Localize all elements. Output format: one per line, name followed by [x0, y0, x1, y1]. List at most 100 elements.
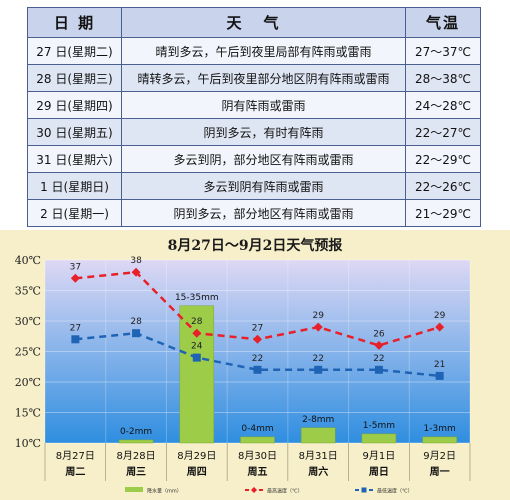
legend-label: 降水量（mm） [147, 488, 182, 495]
table-row: 1 日(星期日) 多云到阴有阵雨或雷雨 22～26℃ [27, 172, 481, 200]
legend-label: 最低温度（℃） [377, 488, 413, 495]
rain-label: 15-35mm [175, 293, 219, 303]
series-point [192, 328, 202, 338]
row-weather: 多云到阴，部分地区有阵雨或雷雨 [121, 145, 406, 173]
row-temperature: 27～37℃ [405, 37, 481, 65]
rain-bar [300, 427, 336, 444]
series-point [192, 353, 201, 362]
y-tick-label: 40℃ [15, 254, 41, 267]
x-tick-weekday: 周六 [308, 465, 328, 478]
data-label: 27 [70, 323, 81, 333]
rain-bar [240, 436, 275, 444]
table-row: 28 日(星期三) 晴转多云，午后到夜里部分地区阴有阵雨或雷雨 28～38℃ [27, 64, 481, 92]
series-point [435, 322, 445, 332]
series-point [253, 334, 262, 344]
data-label: 29 [434, 311, 446, 321]
forecast-chart: 8月27日～9月2日天气预报 0-2mm 15-35mm 0-4mm 2-8mm 1-5… [0, 230, 510, 500]
row-weather: 阴到多云，有时有阵雨 [121, 118, 406, 146]
table-row: 30 日(星期五) 阴到多云，有时有阵雨 22～27℃ [27, 118, 481, 146]
rain-label: 0-2mm [120, 427, 152, 437]
data-label: 28 [191, 317, 203, 327]
rain-label: 2-8mm [302, 415, 334, 425]
y-axis-ticks: 10℃ 15℃ 20℃ 25℃ 30℃ 35℃ 40℃ [15, 254, 41, 450]
grid-lines [44, 259, 471, 444]
rain-bar [422, 436, 457, 444]
rain-labels: 0-2mm 15-35mm 0-4mm 2-8mm 1-5mm 1-3mm [120, 293, 456, 437]
x-tick-weekday: 周四 [187, 466, 207, 478]
y-tick-label: 25℃ [15, 346, 41, 359]
data-label: 26 [373, 329, 385, 339]
legend-marker [361, 487, 367, 493]
series-point [132, 329, 141, 338]
series-point [374, 340, 384, 350]
data-label: 21 [434, 360, 445, 370]
legend-marker [251, 487, 257, 493]
x-tick-label: 8月31日 [299, 450, 338, 462]
header-weather: 天气 [121, 7, 406, 38]
row-date: 29 日(星期四) [27, 91, 122, 119]
forecast-table: 日 期 天气 气温 27 日(星期二) 晴到多云，午后到夜里局部有阵雨或雷雨 2… [27, 7, 481, 227]
row-date: 2 日(星期一) [27, 199, 122, 227]
data-label: 24 [191, 342, 203, 352]
x-tick-label: 8月29日 [177, 450, 216, 462]
row-weather: 阴到多云，部分地区有阵雨或雷雨 [121, 199, 406, 227]
table-header-row: 日 期 天气 气温 [27, 7, 481, 38]
row-temperature: 21～29℃ [405, 199, 481, 227]
row-temperature: 22～27℃ [405, 118, 481, 146]
rain-label: 0-4mm [241, 424, 273, 434]
row-date: 30 日(星期五) [27, 118, 122, 146]
data-label: 22 [252, 354, 263, 364]
table-row: 2 日(星期一) 阴到多云，部分地区有阵雨或雷雨 21～29℃ [27, 199, 481, 227]
series-point [71, 335, 80, 344]
data-label: 37 [70, 262, 81, 272]
x-tick-weekday: 周日 [369, 466, 389, 478]
y-tick-label: 10℃ [15, 437, 41, 450]
y-tick-label: 20℃ [15, 376, 41, 389]
rain-label: 1-5mm [363, 421, 395, 431]
row-temperature: 22～26℃ [405, 172, 481, 200]
row-weather: 多云到阴有阵雨或雷雨 [121, 172, 406, 200]
chart-title: 8月27日～9月2日天气预报 [168, 237, 343, 254]
series-point [70, 273, 80, 283]
row-weather: 阴有阵雨或雷雨 [121, 91, 406, 119]
row-temperature: 28～38℃ [405, 64, 481, 92]
y-tick-label: 35℃ [15, 285, 41, 298]
row-date: 28 日(星期三) [27, 64, 122, 92]
x-tick-label: 8月30日 [238, 450, 277, 462]
data-label: 22 [312, 354, 323, 364]
series-point [314, 365, 323, 374]
row-temperature: 22～29℃ [405, 145, 481, 173]
data-label: 27 [252, 323, 263, 333]
row-weather: 晴转多云，午后到夜里部分地区阴有阵雨或雷雨 [121, 64, 406, 92]
x-tick-label: 8月28日 [117, 450, 156, 462]
rain-bars [118, 305, 457, 444]
rain-bar [118, 439, 154, 444]
data-label: 28 [130, 317, 142, 327]
series-point [374, 365, 383, 374]
plot-area [45, 260, 470, 443]
y-tick-label: 15℃ [15, 407, 41, 420]
rain-bar [179, 305, 215, 444]
chart-legend: 降水量（mm） 最高温度（℃） 最低温度（℃） [125, 487, 413, 495]
temperature-series: 37 38 28 27 29 26 29 27 28 24 22 22 22 21 [70, 256, 446, 380]
row-weather: 晴到多云，午后到夜里局部有阵雨或雷雨 [121, 37, 406, 65]
legend-swatch [125, 487, 143, 492]
x-tick-weekday: 周二 [65, 466, 85, 478]
x-tick-label: 9月1日 [363, 450, 396, 462]
x-tick-weekday: 周三 [126, 466, 146, 478]
series-point [253, 365, 262, 374]
table-row: 27 日(星期二) 晴到多云，午后到夜里局部有阵雨或雷雨 27～37℃ [27, 37, 481, 65]
series-point [313, 322, 323, 332]
row-date: 1 日(星期日) [27, 172, 122, 200]
data-label: 38 [130, 256, 142, 266]
data-label: 29 [312, 311, 324, 321]
rain-bar [361, 433, 397, 444]
header-date: 日 期 [27, 7, 122, 38]
legend-label: 最高温度（℃） [267, 488, 303, 495]
x-tick-label: 9月2日 [423, 450, 456, 462]
x-tick-label: 8月27日 [56, 450, 95, 462]
header-temperature: 气温 [405, 7, 481, 38]
chart-canvas: 8月27日～9月2日天气预报 0-2mm 15-35mm 0-4mm 2-8mm 1-5… [0, 230, 510, 500]
table-row: 29 日(星期四) 阴有阵雨或雷雨 24～28℃ [27, 91, 481, 119]
